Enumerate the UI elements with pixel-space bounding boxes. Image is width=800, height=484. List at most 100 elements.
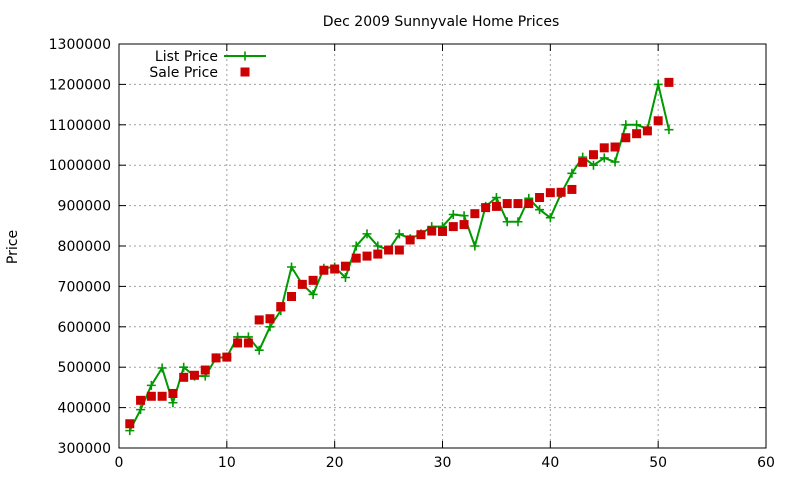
sale-price-point — [384, 245, 394, 255]
list-price-point — [664, 125, 674, 135]
sale-price-point — [136, 395, 146, 405]
list-price-point — [287, 262, 297, 272]
list-price-point — [491, 193, 501, 203]
x-tick-label: 60 — [757, 455, 775, 471]
y-tick-label: 1200000 — [49, 77, 111, 93]
sale-price-point — [416, 230, 426, 240]
y-tick-label: 500000 — [58, 360, 111, 376]
sale-price-point — [664, 77, 674, 87]
legend: List Price Sale Price — [149, 49, 266, 81]
sale-price-point — [276, 302, 286, 312]
sale-price-point — [222, 352, 232, 362]
list-price-point — [610, 157, 620, 167]
sale-price-point — [610, 142, 620, 152]
legend-label-list-price: List Price — [155, 49, 218, 65]
y-tick-label: 300000 — [58, 441, 111, 457]
sale-price-point — [179, 372, 189, 382]
sale-price-point — [513, 199, 523, 209]
sale-price-point — [351, 253, 361, 263]
sale-price-point — [621, 133, 631, 143]
x-tick-label: 50 — [649, 455, 667, 471]
list-price-point — [459, 211, 469, 221]
sale-price-point — [189, 370, 199, 380]
sale-price-point — [146, 391, 156, 401]
x-tick-label: 20 — [326, 455, 344, 471]
list-price-point — [653, 79, 663, 89]
sale-price-point — [340, 261, 350, 271]
y-tick-label: 1100000 — [49, 118, 111, 134]
list-price-point — [168, 398, 178, 408]
list-price-point — [545, 213, 555, 223]
sale-price-point — [308, 275, 318, 285]
sale-price-point — [243, 338, 253, 348]
sale-price-point — [265, 314, 275, 324]
y-tick-label: 600000 — [58, 320, 111, 336]
sale-price-point — [491, 201, 501, 211]
sale-price-point — [599, 143, 609, 153]
sale-price-point — [438, 226, 447, 236]
list-price-point — [340, 273, 350, 283]
sale-price-point — [632, 129, 642, 139]
sale-price-point — [233, 338, 243, 348]
list-price-point — [513, 217, 523, 227]
list-price-point — [157, 363, 167, 373]
sale-price-point — [578, 157, 588, 167]
sale-price-point — [556, 187, 566, 197]
list-price-point — [567, 168, 577, 178]
sale-price-point — [642, 126, 652, 136]
list-price-point — [308, 289, 318, 299]
sale-price-point — [394, 245, 404, 255]
sale-price-point — [211, 353, 221, 363]
sale-price-point — [427, 226, 437, 236]
chart-title: Dec 2009 Sunnyvale Home Prices — [323, 14, 559, 30]
sale-price-point — [297, 279, 307, 289]
list-price-point — [254, 345, 264, 355]
sale-price-point — [157, 391, 167, 401]
sale-price-point — [545, 188, 555, 198]
x-tick-label: 30 — [434, 455, 452, 471]
x-tick-label: 0 — [115, 455, 124, 471]
sale-price-point — [254, 315, 264, 325]
list-price-point — [146, 380, 156, 390]
sale-price-point — [405, 235, 415, 245]
grid — [119, 44, 766, 448]
list-price-point — [470, 241, 480, 251]
sale-price-point — [168, 388, 178, 398]
sale-price-point — [287, 292, 297, 301]
sale-price-point — [448, 222, 458, 232]
sale-price-point — [362, 251, 372, 261]
y-tick-label: 1000000 — [49, 158, 111, 174]
list-price-point — [588, 160, 598, 170]
list-price-point — [621, 120, 631, 130]
list-price-point — [448, 209, 458, 219]
sale-price-point — [481, 203, 491, 213]
list-price-point — [599, 153, 609, 163]
list-price-point — [632, 120, 642, 130]
list-price-point — [535, 205, 545, 215]
sale-price-point — [200, 365, 210, 375]
y-axis-label: Price — [5, 230, 21, 264]
y-tick-label: 1300000 — [49, 37, 111, 53]
y-tick-label: 900000 — [58, 199, 111, 215]
x-tick-label: 40 — [541, 455, 559, 471]
sale-price-point — [470, 209, 480, 219]
list-price-point — [351, 241, 361, 251]
x-tick-label: 10 — [218, 455, 236, 471]
plot-area — [125, 77, 674, 436]
sale-price-point — [567, 184, 577, 194]
sale-price-point — [125, 419, 135, 429]
y-tick-label: 800000 — [58, 239, 111, 255]
legend-marker-sale-price — [240, 67, 250, 77]
list-price-point — [179, 362, 189, 372]
legend-label-sale-price: Sale Price — [149, 65, 218, 81]
list-price-point — [394, 229, 404, 239]
sale-price-point — [459, 220, 469, 230]
legend-marker-list-price — [240, 51, 250, 61]
sale-price-point — [502, 199, 512, 209]
list-price-line — [128, 84, 670, 432]
list-price-point — [373, 241, 383, 251]
sale-price-point — [524, 199, 534, 209]
axes: 0 10 20 30 40 50 60 300000 400000 500000 600000 700… — [49, 37, 775, 471]
